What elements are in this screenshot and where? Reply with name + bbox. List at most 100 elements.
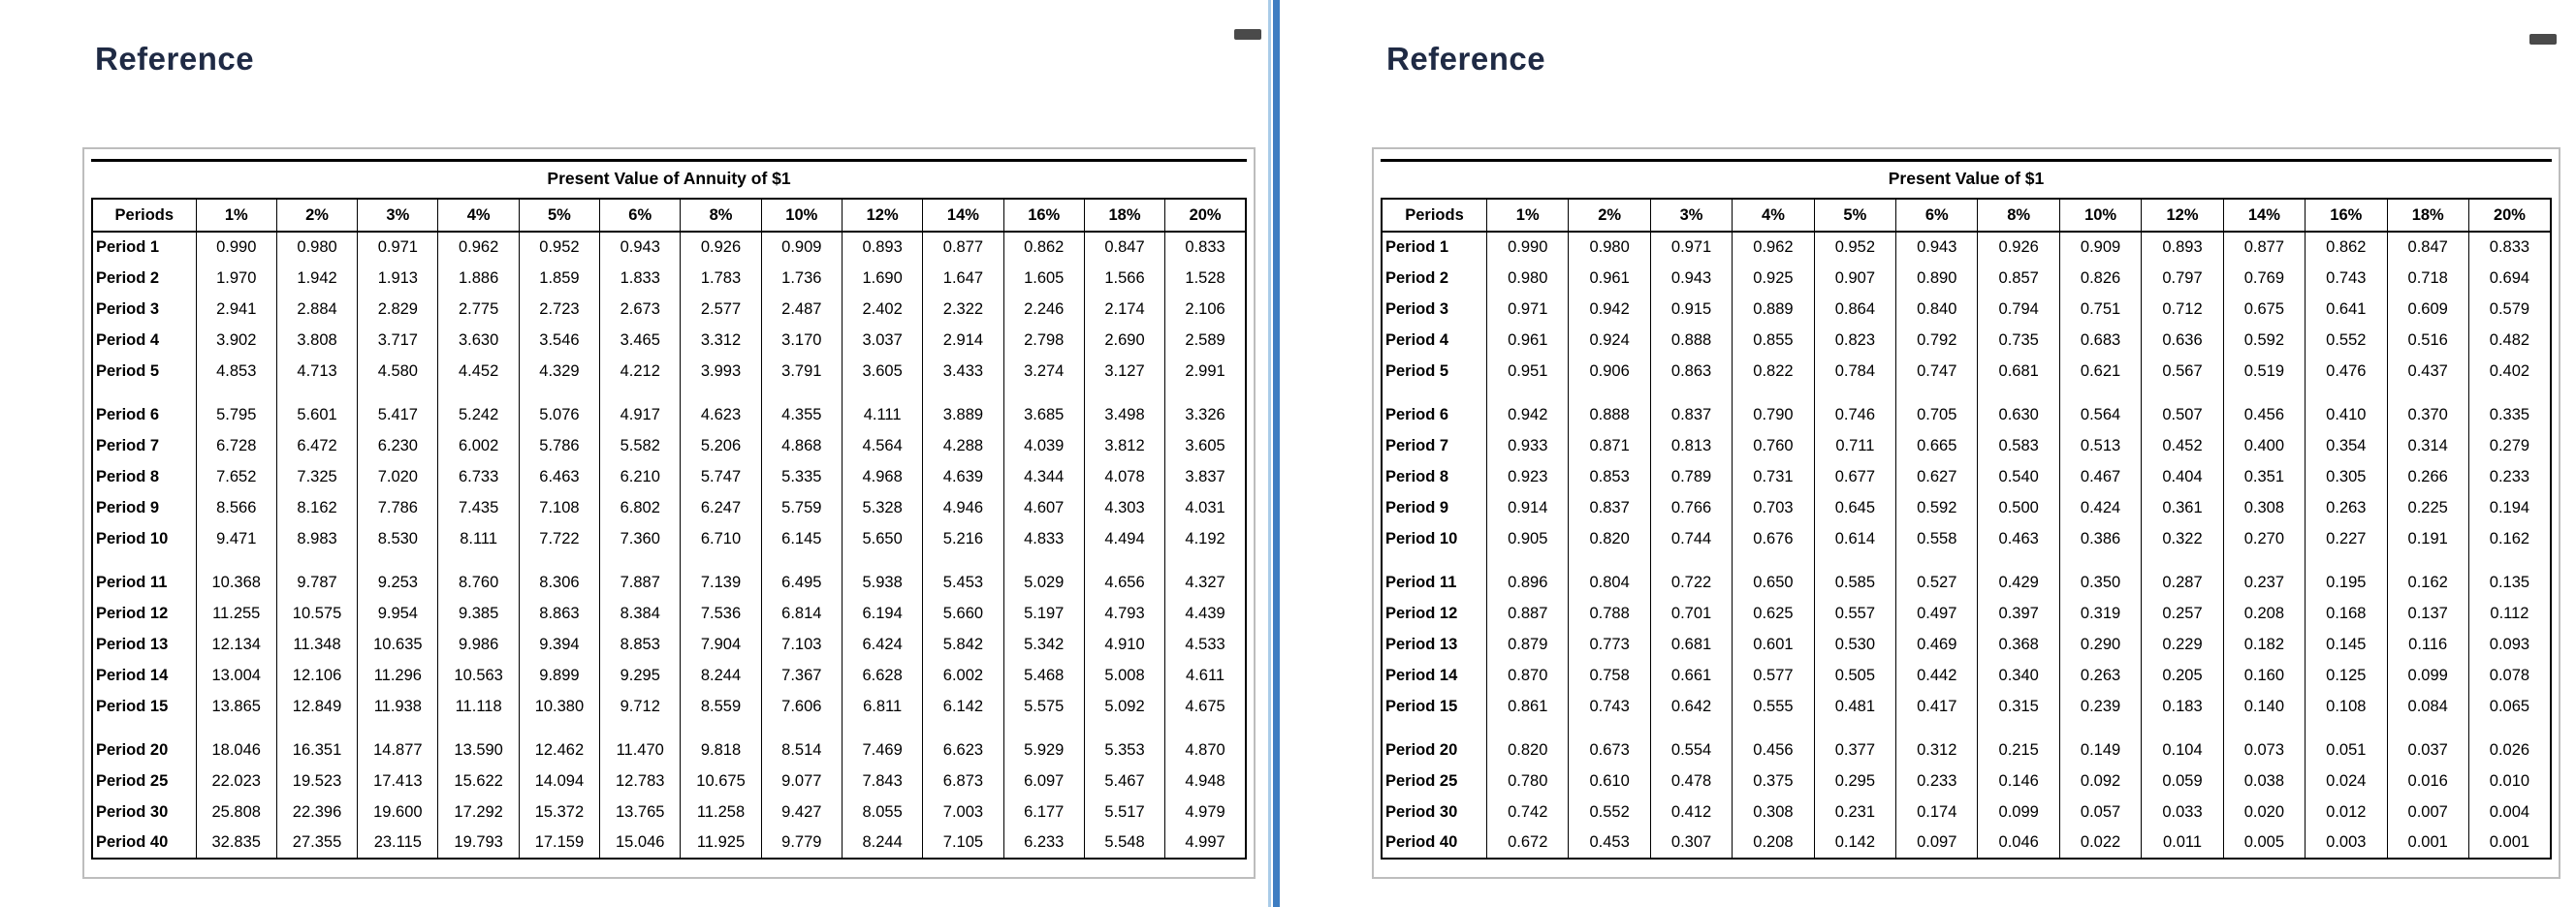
value-cell: 6.495 [760, 567, 843, 598]
value-cell: 0.295 [1813, 766, 1897, 797]
table-row: Period 14 13.004 12.106 11.296 10.563 9.899 9.… [91, 660, 1247, 691]
value-cell: 13.004 [195, 660, 277, 691]
period-label: Period 1 [91, 232, 197, 263]
value-cell: 0.092 [2058, 766, 2143, 797]
value-cell: 3.791 [760, 356, 843, 387]
value-cell: 5.601 [275, 399, 359, 430]
value-cell: 3.630 [437, 325, 520, 356]
period-label: Period 4 [91, 325, 197, 356]
value-cell: 6.424 [841, 629, 924, 660]
period-label: Period 40 [91, 828, 197, 859]
value-cell: 10.635 [357, 629, 439, 660]
value-cell: 0.853 [1568, 461, 1651, 492]
value-cell: 4.452 [437, 356, 520, 387]
value-cell: 0.552 [1568, 797, 1651, 828]
value-cell: 0.162 [2467, 523, 2552, 554]
value-cell: 11.470 [599, 735, 682, 766]
value-cell: 0.322 [2141, 523, 2224, 554]
value-cell: 25.808 [195, 797, 277, 828]
panel-divider[interactable] [1268, 0, 1280, 907]
value-cell: 9.712 [599, 691, 682, 722]
period-label: Period 30 [91, 797, 197, 828]
value-cell: 0.677 [1813, 461, 1897, 492]
value-cell: 8.530 [357, 523, 439, 554]
value-cell: 0.636 [2141, 325, 2224, 356]
value-cell: 0.481 [1813, 691, 1897, 722]
value-cell: 1.913 [357, 263, 439, 294]
value-cell: 0.889 [1732, 294, 1815, 325]
value-cell: 0.160 [2222, 660, 2306, 691]
value-cell: 0.270 [2222, 523, 2306, 554]
table-title: Present Value of Annuity of $1 [547, 169, 791, 188]
table-row: Period 11 0.896 0.804 0.722 0.650 0.585 0.527 0… [1381, 567, 2552, 598]
value-cell: 0.140 [2222, 691, 2306, 722]
value-cell: 0.751 [2058, 294, 2143, 325]
column-header: 16% [1002, 199, 1085, 233]
column-header: 8% [680, 199, 762, 233]
value-cell: 0.456 [2222, 399, 2306, 430]
value-cell: 13.590 [437, 735, 520, 766]
value-cell: 7.722 [518, 523, 601, 554]
value-cell: 5.582 [599, 430, 682, 461]
minimize-icon[interactable] [1234, 29, 1261, 40]
value-cell: 0.788 [1568, 598, 1651, 629]
value-cell: 3.274 [1002, 356, 1085, 387]
value-cell: 0.084 [2386, 691, 2469, 722]
value-cell: 23.115 [357, 828, 439, 859]
value-cell: 7.003 [922, 797, 1004, 828]
spacer-row [91, 554, 1247, 567]
value-cell: 0.482 [2467, 325, 2552, 356]
value-cell: 0.990 [195, 232, 277, 263]
minimize-icon[interactable] [2529, 34, 2557, 45]
value-cell: 6.002 [437, 430, 520, 461]
value-cell: 0.558 [1895, 523, 1979, 554]
value-cell: 0.125 [2305, 660, 2388, 691]
value-cell: 0.614 [1813, 523, 1897, 554]
value-cell: 0.833 [2467, 232, 2552, 263]
value-cell: 3.037 [841, 325, 924, 356]
value-cell: 9.471 [195, 523, 277, 554]
value-cell: 7.108 [518, 492, 601, 523]
value-cell: 4.833 [1002, 523, 1085, 554]
value-cell: 3.717 [357, 325, 439, 356]
value-cell: 0.705 [1895, 399, 1979, 430]
value-cell: 0.711 [1813, 430, 1897, 461]
value-cell: 9.427 [760, 797, 843, 828]
value-cell: 0.794 [1977, 294, 2060, 325]
value-cell: 16.351 [275, 735, 359, 766]
table-row: Period 7 0.933 0.871 0.813 0.760 0.711 0.665 0.… [1381, 430, 2552, 461]
table-row: Period 3 0.971 0.942 0.915 0.889 0.864 0.840 0.… [1381, 294, 2552, 325]
value-cell: 5.453 [922, 567, 1004, 598]
value-cell: 9.077 [760, 766, 843, 797]
value-cell: 0.826 [2058, 263, 2143, 294]
value-cell: 7.360 [599, 523, 682, 554]
value-cell: 0.641 [2305, 294, 2388, 325]
value-cell: 0.137 [2386, 598, 2469, 629]
value-cell: 5.842 [922, 629, 1004, 660]
value-cell: 0.463 [1977, 523, 2060, 554]
value-cell: 0.773 [1568, 629, 1651, 660]
value-cell: 12.462 [518, 735, 601, 766]
value-cell: 5.795 [195, 399, 277, 430]
period-label: Period 12 [1381, 598, 1488, 629]
value-cell: 10.675 [680, 766, 762, 797]
value-cell: 0.257 [2141, 598, 2224, 629]
value-cell: 6.145 [760, 523, 843, 554]
table-row: Period 7 6.728 6.472 6.230 6.002 5.786 5.582 5.… [91, 430, 1247, 461]
value-cell: 0.887 [1486, 598, 1570, 629]
period-label: Period 2 [1381, 263, 1488, 294]
value-cell: 1.942 [275, 263, 359, 294]
value-cell: 0.182 [2222, 629, 2306, 660]
value-cell: 0.610 [1568, 766, 1651, 797]
value-cell: 0.906 [1568, 356, 1651, 387]
value-cell: 0.351 [2222, 461, 2306, 492]
value-cell: 0.683 [2058, 325, 2143, 356]
value-cell: 0.290 [2058, 629, 2143, 660]
value-cell: 3.465 [599, 325, 682, 356]
value-cell: 0.735 [1977, 325, 2060, 356]
value-cell: 1.605 [1002, 263, 1085, 294]
value-cell: 5.468 [1002, 660, 1085, 691]
value-cell: 3.902 [195, 325, 277, 356]
value-cell: 2.829 [357, 294, 439, 325]
value-cell: 5.417 [357, 399, 439, 430]
